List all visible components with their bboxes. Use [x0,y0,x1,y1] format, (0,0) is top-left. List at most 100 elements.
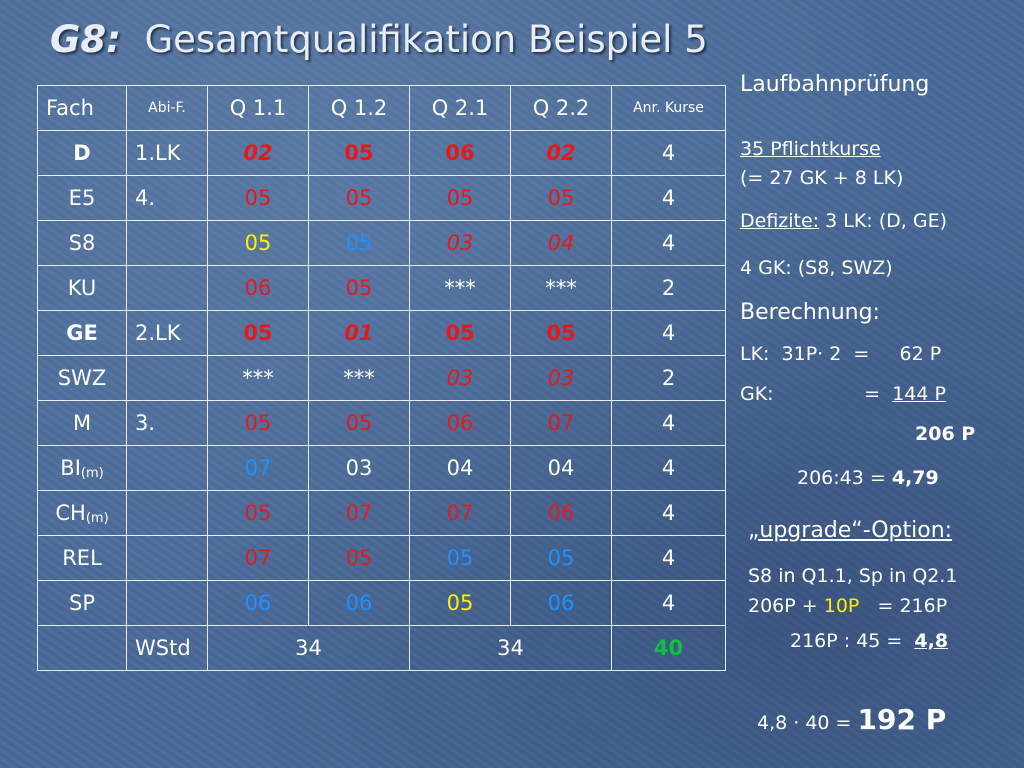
grade-cell: 07 [308,490,410,536]
grade-cell: 05 [409,580,511,626]
gk-prefix: GK: = [740,383,893,405]
table-row: SP 06 06 05 06 4 [37,580,726,626]
grade-cell: 06 [207,265,309,311]
table-footer-row: WStd 34 34 40 [37,625,726,671]
grade-cell: 05 [207,310,309,356]
defizite-label: Defizite: [740,210,820,232]
defizite-lk: 3 LK: (D, GE) [819,210,948,232]
grade-cell: 06 [510,490,612,536]
grade-cell: 05 [308,535,410,581]
table-header-row: Fach Abi-F. Q 1.1 Q 1.2 Q 2.1 Q 2.2 Anr.… [37,85,726,131]
table-row: D 1.LK 02 05 06 02 4 [37,130,726,176]
header-q21: Q 2.1 [409,85,511,131]
fach-cell: GE [37,310,127,356]
header-anr: Anr. Kurse [611,85,726,131]
anr-cell: 4 [611,130,726,176]
table-row: BI(m) 07 03 04 04 4 [37,445,726,491]
grade-cell: 06 [409,130,511,176]
grade-cell: 07 [409,490,511,536]
fach-cell: SP [37,580,127,626]
grade-cell: 05 [409,310,511,356]
sum-points: 206 P [915,423,976,445]
grade-cell: 05 [409,175,511,221]
abi-cell: 3. [126,400,208,446]
fach-label: BI [60,456,81,480]
pflicht-detail: (= 27 GK + 8 LK) [740,167,904,189]
grade-cell: 06 [308,580,410,626]
title-text: Gesamtqualifikation Beispiel 5 [144,18,708,61]
fach-sub: (m) [80,466,104,481]
gk-line: GK: = 144 P [740,383,946,405]
grade-cell: 02 [510,130,612,176]
fach-label: CH [55,501,86,525]
abi-cell [126,220,208,266]
fach-cell: REL [37,535,127,581]
grades-table: Fach Abi-F. Q 1.1 Q 1.2 Q 2.1 Q 2.2 Anr.… [37,85,726,671]
grade-cell: 05 [510,310,612,356]
upgrade-line3: 216P : 45 = 4,8 [790,630,948,652]
grade-cell: 02 [207,130,309,176]
grade-cell: 04 [510,445,612,491]
abi-cell [126,580,208,626]
ratio-line: 206:43 = 4,79 [797,467,939,489]
page-title: G8: Gesamtqualifikation Beispiel 5 [50,18,708,61]
anr-cell: 2 [611,265,726,311]
header-fach: Fach [37,85,127,131]
grade-cell: 05 [207,490,309,536]
grade-cell: 05 [207,400,309,446]
header-q12: Q 1.2 [308,85,410,131]
grade-cell: 05 [308,265,410,311]
ratio-value: 4,79 [891,467,939,489]
anr-cell: 4 [611,580,726,626]
grade-cell: 05 [207,220,309,266]
grade-cell: *** [409,265,511,311]
fach-cell: E5 [37,175,127,221]
table-row: CH(m) 05 07 07 06 4 [37,490,726,536]
grade-cell: 04 [409,445,511,491]
table-row: E5 4. 05 05 05 05 4 [37,175,726,221]
grade-cell: 06 [207,580,309,626]
lk-line: LK: 31P· 2 = 62 P [740,343,942,365]
grade-cell: 04 [510,220,612,266]
grade-cell: 05 [308,220,410,266]
grade-cell: 05 [207,175,309,221]
footer-empty-cell [37,625,127,671]
table-row: S8 05 05 03 04 4 [37,220,726,266]
upgrade-line1: S8 in Q1.1, Sp in Q2.1 [748,565,958,587]
defizite-line: Defizite: 3 LK: (D, GE) [740,210,947,232]
grade-cell: 05 [308,130,410,176]
grade-cell: 03 [510,355,612,401]
table-row: REL 07 05 05 05 4 [37,535,726,581]
grade-cell: 07 [510,400,612,446]
fach-cell: CH(m) [37,490,127,536]
grade-cell: 05 [510,535,612,581]
table-row: GE 2.LK 05 01 05 05 4 [37,310,726,356]
abi-cell [126,445,208,491]
defizite-gk: 4 GK: (S8, SWZ) [740,257,893,279]
fach-cell: KU [37,265,127,311]
fach-cell: BI(m) [37,445,127,491]
grade-cell: 05 [409,535,511,581]
fach-cell: M [37,400,127,446]
table-row: KU 06 05 *** *** 2 [37,265,726,311]
final-line: 4,8 · 40 = 192 P [757,703,946,736]
grade-cell: *** [308,355,410,401]
upgrade-title: „upgrade“-Option: [748,518,953,543]
title-prefix: G8: [50,18,121,61]
abi-cell: 1.LK [126,130,208,176]
anr-cell: 4 [611,445,726,491]
anr-cell: 4 [611,400,726,446]
grade-cell: 01 [308,310,410,356]
fach-cell: S8 [37,220,127,266]
upgrade-line2: 206P + 10P = 216P [748,595,947,617]
grade-cell: 06 [409,400,511,446]
ratio-prefix: 206:43 = [797,467,892,489]
fach-sub: (m) [85,511,109,526]
pflicht-count: 35 Pflichtkurse [740,138,881,160]
anr-cell: 4 [611,535,726,581]
anr-cell: 4 [611,490,726,536]
table-row: M 3. 05 05 06 07 4 [37,400,726,446]
grade-cell: 03 [308,445,410,491]
anr-cell: 2 [611,355,726,401]
grade-cell: 07 [207,535,309,581]
